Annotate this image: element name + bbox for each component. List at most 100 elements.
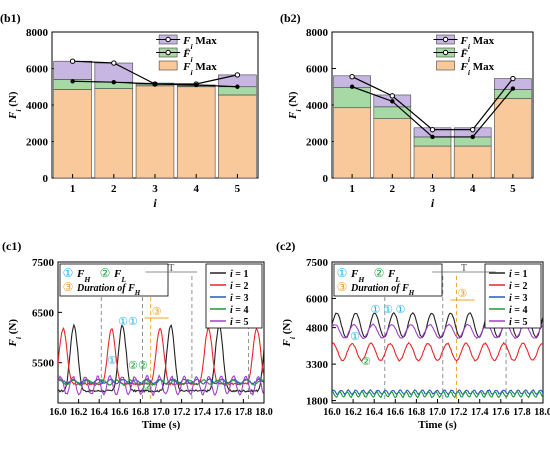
x-tick-label: 16.8 bbox=[408, 407, 426, 418]
period-label: T bbox=[168, 263, 174, 274]
x-tick-label: 17.0 bbox=[152, 407, 170, 418]
bar-mean bbox=[333, 87, 371, 109]
circle-2-marker: ② bbox=[100, 266, 111, 280]
x-tick-label: 18.0 bbox=[534, 407, 550, 418]
point-max bbox=[69, 58, 76, 64]
fl-label: FL bbox=[113, 268, 126, 284]
legend-label: i = 4 bbox=[509, 305, 527, 316]
x-tick-label: 16.0 bbox=[323, 407, 341, 418]
legend-marker bbox=[165, 49, 171, 56]
legend-label: i = 3 bbox=[509, 293, 527, 304]
circle-annotation: ② bbox=[143, 381, 153, 393]
y-tick-label: 6000 bbox=[306, 64, 329, 76]
y-tick-label: 6000 bbox=[306, 293, 329, 305]
point-max bbox=[111, 60, 117, 66]
bar-min bbox=[176, 86, 216, 179]
y-tick-label: 8000 bbox=[306, 27, 329, 39]
x-tick-label: 1 bbox=[70, 183, 76, 195]
markers-legend-box bbox=[59, 263, 169, 297]
duration-marker: ③ bbox=[152, 306, 162, 318]
series-line bbox=[332, 388, 543, 396]
circle-annotation: ① ① ① bbox=[370, 304, 405, 316]
y-tick-label: 2000 bbox=[306, 137, 329, 149]
y-tick-label: 3300 bbox=[306, 359, 329, 371]
x-tick-label: 17.4 bbox=[471, 407, 489, 418]
legend-label: i = 2 bbox=[509, 281, 527, 292]
x-tick-label: 18.0 bbox=[255, 407, 273, 418]
fl-label: FL bbox=[387, 268, 400, 284]
y-tick-label: 2000 bbox=[26, 137, 49, 149]
point-mean bbox=[470, 134, 475, 140]
series-line bbox=[58, 374, 264, 397]
x-tick-label: 4 bbox=[193, 183, 199, 195]
point-max bbox=[349, 74, 355, 80]
x-tick-label: 16.4 bbox=[90, 407, 108, 418]
circle-annotation: ①① bbox=[118, 316, 138, 328]
x-axis-label: i bbox=[153, 196, 157, 210]
circle-annotation: ② bbox=[361, 356, 371, 368]
y-axis-label: Fi (N) bbox=[7, 91, 23, 120]
bar-min bbox=[53, 89, 92, 179]
legend-box bbox=[205, 263, 263, 329]
x-tick-label: 2 bbox=[390, 183, 396, 195]
y-axis-label: Fi (N) bbox=[287, 91, 303, 120]
x-tick-label: 3 bbox=[430, 183, 436, 195]
duration-label: Duration of FH bbox=[350, 283, 415, 297]
x-tick-label: 17.8 bbox=[235, 407, 253, 418]
point-mean bbox=[349, 84, 355, 89]
x-tick-label: 4 bbox=[470, 183, 476, 195]
circle-annotation: ① bbox=[350, 331, 360, 343]
x-tick-label: 16.4 bbox=[365, 407, 383, 418]
point-max bbox=[234, 72, 241, 78]
bar-min bbox=[135, 85, 175, 179]
y-tick-label: 7500 bbox=[32, 257, 55, 269]
duration-marker: ③ bbox=[458, 288, 468, 300]
legend-label: i = 5 bbox=[509, 317, 527, 328]
x-tick-label: 17.2 bbox=[450, 407, 468, 418]
chart-c1: 16.0 16.2 16.4 16.6 16.8 17.0 17.2 17.4 17.6 17.8… bbox=[2, 239, 273, 431]
series-line bbox=[58, 323, 264, 394]
y-tick-label: 4800 bbox=[306, 323, 329, 335]
x-tick-label: 17.4 bbox=[193, 407, 211, 418]
y-tick-label: 8000 bbox=[26, 27, 49, 39]
series-line bbox=[58, 326, 264, 386]
fh-label: FH bbox=[350, 268, 365, 284]
y-tick-label: 7500 bbox=[306, 257, 329, 269]
y-tick-label: 6000 bbox=[26, 64, 49, 76]
x-tick-label: 16.2 bbox=[344, 407, 362, 418]
x-tick-label: 16.0 bbox=[49, 407, 67, 418]
point-mean bbox=[390, 99, 395, 104]
legend-label: F̄i bbox=[182, 48, 193, 64]
period-label: T bbox=[461, 263, 467, 274]
y-axis-label: Fi (N) bbox=[7, 319, 23, 348]
bar-min bbox=[453, 145, 492, 179]
panel-label: (b2) bbox=[280, 11, 301, 25]
x-tick-label: 3 bbox=[152, 183, 158, 195]
x-tick-label: 16.6 bbox=[111, 407, 129, 418]
duration-label: Duration of FH bbox=[76, 283, 141, 297]
circle-annotation: ① bbox=[107, 355, 117, 367]
point-max bbox=[510, 75, 516, 82]
legend-label: F̄i bbox=[460, 48, 471, 64]
chart-c2: 16.0 16.2 16.4 16.6 16.8 17.0 17.2 17.4 17.6 17.8… bbox=[276, 239, 550, 431]
y-tick-label: 6500 bbox=[32, 307, 55, 319]
y-tick-label: 1800 bbox=[306, 396, 329, 408]
point-mean bbox=[152, 81, 158, 87]
legend-label: i = 2 bbox=[230, 281, 248, 292]
x-axis-label: i bbox=[431, 196, 435, 210]
legend-swatch bbox=[436, 60, 455, 71]
y-tick-label: 0 bbox=[43, 173, 49, 185]
point-max bbox=[389, 93, 395, 99]
x-tick-label: 17.0 bbox=[429, 407, 447, 418]
panel-label: (b1) bbox=[0, 11, 21, 25]
circle-2-marker: ② bbox=[374, 266, 385, 280]
circle-3-marker: ③ bbox=[63, 280, 74, 294]
legend-label: i = 5 bbox=[230, 317, 248, 328]
x-tick-label: 17.8 bbox=[513, 407, 531, 418]
legend-label: i = 3 bbox=[230, 293, 248, 304]
x-tick-label: 17.2 bbox=[173, 407, 191, 418]
panel-label: (c1) bbox=[2, 239, 21, 253]
